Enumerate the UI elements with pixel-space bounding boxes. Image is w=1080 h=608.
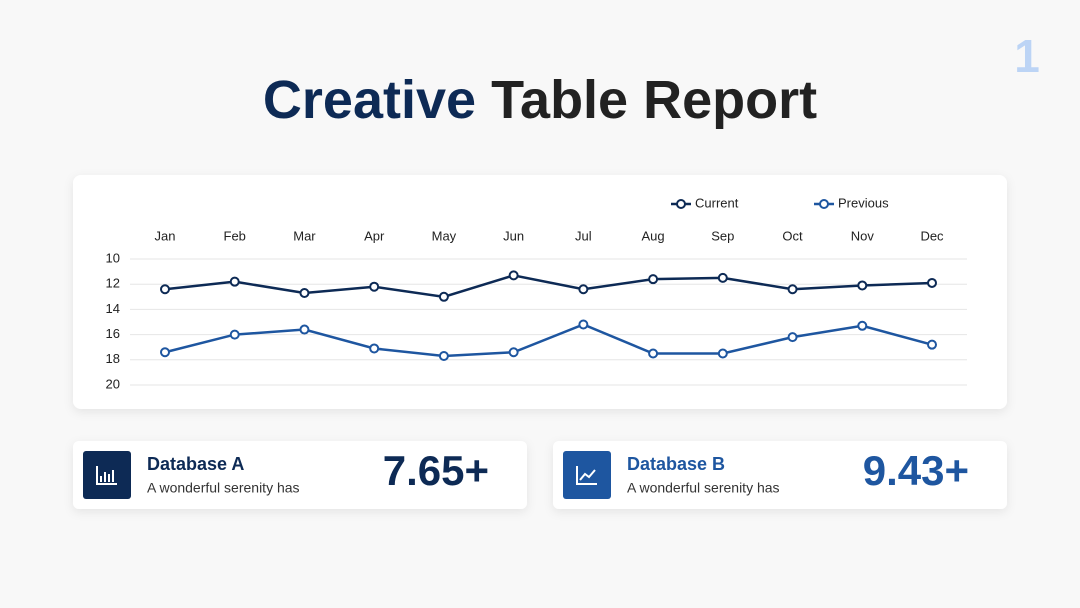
- series-point: [717, 272, 728, 283]
- series-point: [717, 348, 728, 359]
- series-point: [508, 270, 519, 281]
- series-point: [787, 332, 798, 343]
- series-point: [299, 324, 310, 335]
- series-point: [927, 277, 937, 288]
- card-text: A wonderful serenity has: [627, 480, 780, 496]
- series-point: [927, 339, 937, 350]
- title: Creative Table Report: [263, 70, 817, 130]
- series-point: [299, 288, 310, 299]
- series-point: [578, 319, 589, 330]
- series-point: [648, 348, 659, 359]
- legend-marker: [676, 199, 686, 209]
- series-line: [164, 323, 933, 358]
- title-rest: Table Report: [491, 70, 817, 130]
- x-tick-label: May: [432, 228, 457, 243]
- card-value: 7.65+: [383, 447, 489, 494]
- series-point: [369, 343, 380, 354]
- card-value: 9.43+: [863, 447, 969, 494]
- card-text: A wonderful serenity has: [147, 480, 300, 496]
- x-tick-label: Jun: [503, 228, 524, 243]
- series-point: [648, 274, 659, 285]
- slide-number: 1: [1014, 30, 1040, 82]
- card-title: Database B: [627, 454, 725, 474]
- y-tick-label: 10: [106, 250, 120, 265]
- card-title: Database A: [147, 454, 244, 474]
- y-tick-label: 14: [106, 301, 120, 316]
- chart-panel: [73, 175, 1007, 409]
- card-icon: [83, 451, 131, 499]
- x-tick-label: Aug: [642, 228, 665, 243]
- x-tick-label: Dec: [920, 228, 944, 243]
- series-point: [229, 276, 240, 287]
- series-point: [787, 284, 798, 295]
- y-tick-label: 16: [106, 326, 120, 341]
- x-tick-label: Nov: [851, 228, 875, 243]
- legend-marker: [819, 199, 829, 209]
- series-point: [160, 284, 170, 295]
- x-tick-label: Jan: [155, 228, 176, 243]
- legend-label: Previous: [838, 195, 889, 210]
- y-tick-label: 18: [106, 351, 120, 366]
- series-point: [508, 347, 519, 358]
- card: [73, 441, 527, 509]
- x-tick-label: Sep: [711, 228, 734, 243]
- series-point: [857, 320, 868, 331]
- series-point: [229, 329, 240, 340]
- icon-glyph: [96, 466, 117, 485]
- y-tick-label: 20: [106, 376, 120, 391]
- x-tick-label: Jul: [575, 228, 592, 243]
- x-tick-label: Apr: [364, 228, 385, 243]
- series-point: [438, 351, 449, 362]
- x-tick-label: Mar: [293, 228, 316, 243]
- title-highlight: Creative: [263, 70, 476, 130]
- y-tick-label: 12: [106, 276, 120, 291]
- x-tick-label: Oct: [782, 228, 803, 243]
- series-point: [578, 284, 589, 295]
- legend-label: Current: [695, 195, 739, 210]
- series-point: [438, 291, 449, 302]
- series-point: [857, 280, 868, 291]
- card: [553, 441, 1007, 509]
- series-line: [164, 274, 933, 299]
- series-point: [160, 347, 170, 358]
- series-point: [369, 281, 380, 292]
- icon-glyph: [576, 466, 597, 485]
- x-tick-label: Feb: [224, 228, 246, 243]
